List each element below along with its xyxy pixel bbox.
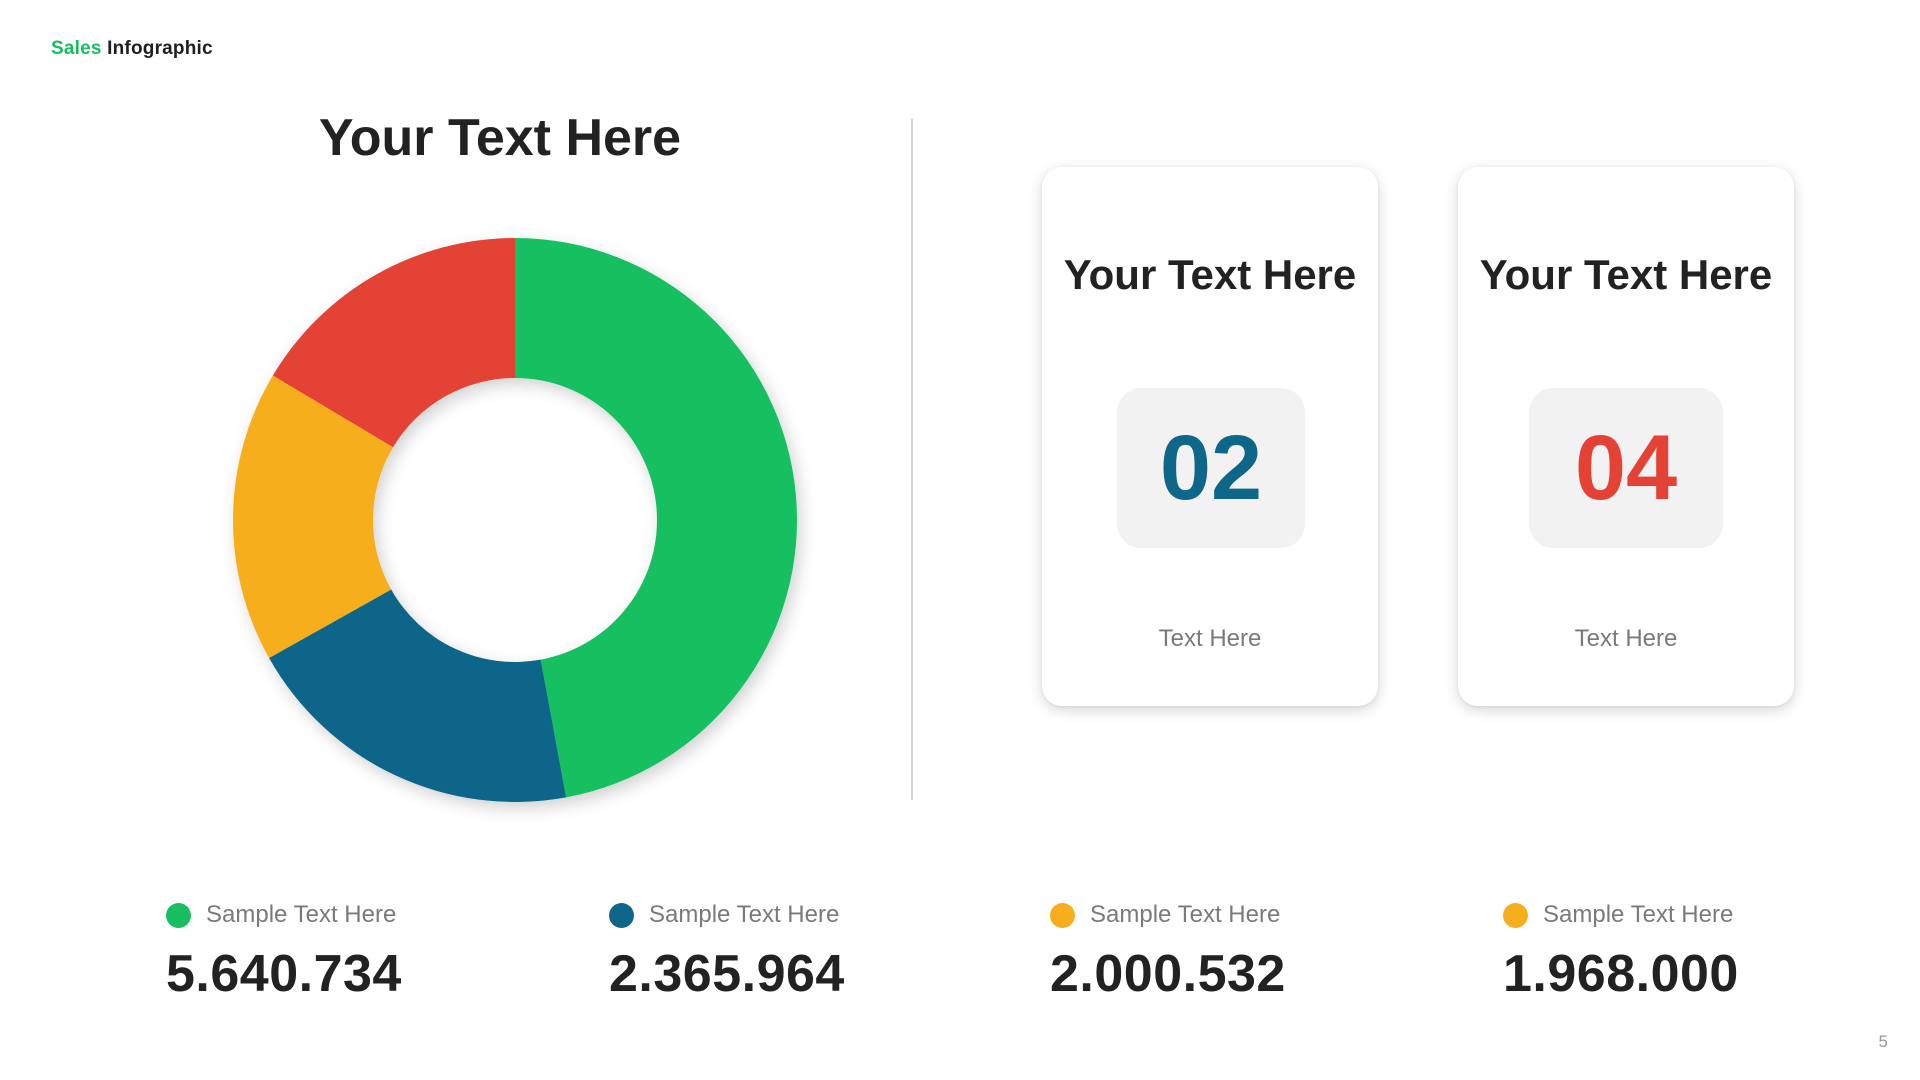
stat-card: Your Text Here 02 Text Here [1042,167,1378,706]
donut-slice [272,237,515,448]
legend-value: 5.640.734 [166,945,402,1003]
legend-label: Sample Text Here [1090,901,1281,928]
legend-value: 2.000.532 [1050,945,1286,1003]
legend-item: Sample Text Here 2.365.964 [609,900,969,1004]
legend-label: Sample Text Here [206,901,397,928]
legend-label: Sample Text Here [1543,901,1734,928]
donut-slice [269,589,567,802]
card-number: 04 [1529,388,1723,548]
legend-value: 1.968.000 [1503,945,1739,1003]
card-caption: Text Here [1158,625,1262,652]
legend-dot [166,902,191,928]
stat-card: Your Text Here 04 Text Here [1458,167,1794,706]
chart-title: Your Text Here [318,109,682,167]
card-title: Your Text Here [1479,251,1773,298]
card-caption: Text Here [1574,625,1678,652]
donut-slice [515,238,797,798]
donut-slice [233,375,394,659]
card-number: 02 [1117,388,1305,548]
card-title: Your Text Here [1063,251,1357,298]
donut-chart [233,237,797,802]
legend-item: Sample Text Here 1.968.000 [1503,900,1863,1004]
legend-dot [609,902,634,928]
legend-item: Sample Text Here 2.000.532 [1050,900,1410,1004]
page-number: 5 [1878,1032,1888,1051]
legend-value: 2.365.964 [609,945,845,1003]
legend-label: Sample Text Here [649,901,840,928]
legend-dot [1050,902,1075,928]
legend-dot [1503,902,1528,928]
header-accent: Sales [51,38,102,59]
legend-item: Sample Text Here 5.640.734 [166,900,526,1004]
vertical-divider [911,118,913,800]
header-title: Infographic [107,38,213,59]
slide-header: Sales Infographic [51,38,213,60]
